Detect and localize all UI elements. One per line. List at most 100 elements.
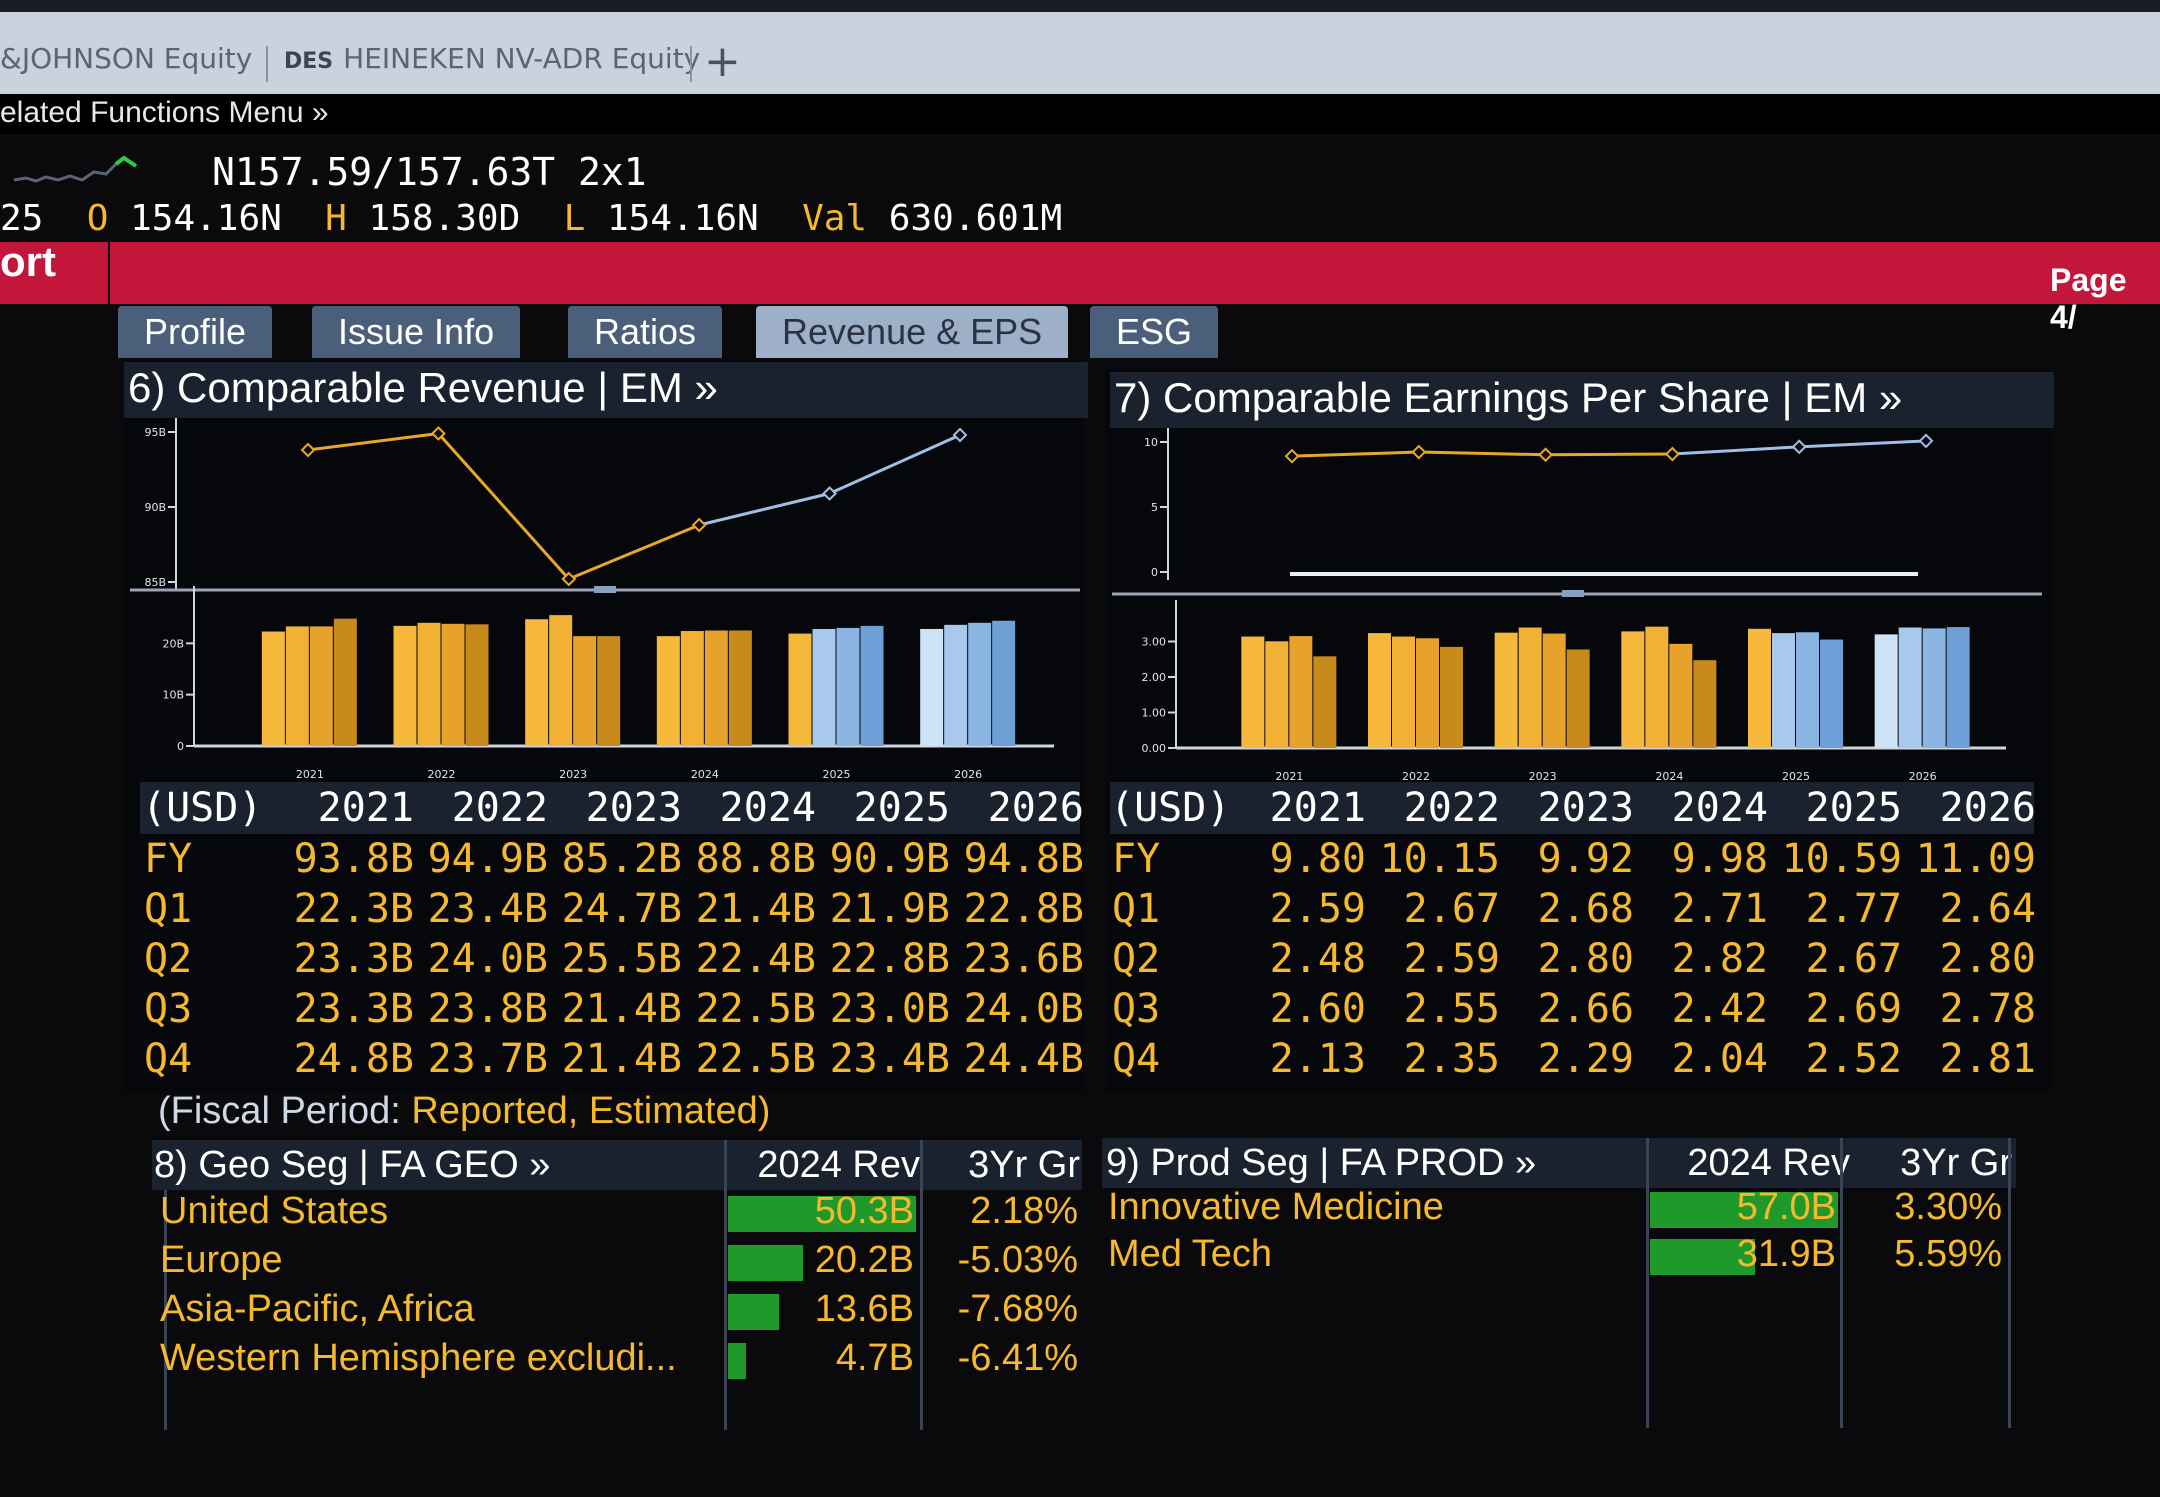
bar <box>1898 627 1922 748</box>
tab-profile[interactable]: Profile <box>118 306 273 358</box>
window-tab-bar <box>0 0 2160 112</box>
tab-issue-info[interactable]: Issue Info <box>312 306 521 358</box>
bar <box>968 622 992 746</box>
table-cell: 2.66 <box>1537 986 1634 1032</box>
table-cell: 22.8B <box>963 886 1084 932</box>
x-tick-label: 2022 <box>1402 770 1430 783</box>
table-cell: 23.7B <box>427 1036 548 1082</box>
data-point <box>1918 433 1934 449</box>
segment-revenue: 31.9B <box>1736 1233 1836 1275</box>
segment-growth: -6.41% <box>957 1337 1078 1379</box>
y-tick-label: 20B <box>162 637 184 650</box>
related-menu-bar <box>0 94 2160 134</box>
high-value: 158.30D <box>368 198 521 239</box>
bar <box>1922 628 1946 748</box>
low-label: L <box>563 198 586 239</box>
revenue-bar <box>1650 1239 1755 1275</box>
bar <box>1416 638 1439 748</box>
table-cell: 22.4B <box>695 936 816 982</box>
table-cell: 2.81 <box>1939 1036 2036 1082</box>
table-cell: 22.5B <box>695 1036 816 1082</box>
segment-growth: -5.03% <box>957 1239 1078 1281</box>
segment-name: United States <box>160 1190 389 1232</box>
data-point <box>300 442 316 458</box>
line-segment <box>1672 445 1800 456</box>
tab-divider <box>266 46 268 82</box>
x-tick-label: 2021 <box>1275 770 1303 783</box>
table-cell: 10.15 <box>1379 836 1500 882</box>
eps-table-header <box>1110 782 2034 834</box>
table-cell: 22.8B <box>829 936 950 982</box>
row-label: Q4 <box>144 1036 193 1082</box>
row-label: FY <box>144 836 193 882</box>
column-header: (USD) <box>142 785 263 831</box>
table-cell: 24.0B <box>427 936 548 982</box>
revenue-chart: 85B 90B 95B 0 10B 20B 2021 2022 2023 2024 2025 202… <box>130 418 1080 781</box>
data-point <box>430 426 446 441</box>
revenue-header[interactable]: 6) Comparable Revenue | EM » <box>124 362 1088 418</box>
y-tick-label: 2.00 <box>1142 671 1167 684</box>
table-cell: 2.60 <box>1269 986 1366 1032</box>
data-point <box>561 571 577 587</box>
bar <box>465 624 489 746</box>
add-tab-button[interactable]: + <box>704 36 741 87</box>
table-cell: 2.82 <box>1671 936 1768 982</box>
tab-ratios[interactable]: Ratios <box>568 306 723 358</box>
table-cell: 2.59 <box>1403 936 1500 982</box>
table-cell: 2.42 <box>1671 986 1768 1032</box>
row-label: Q1 <box>144 886 193 932</box>
tab-esg[interactable]: ESG <box>1090 306 1219 358</box>
bid-ask-quote: N157.59/157.63T 2x1 <box>212 150 647 194</box>
data-point <box>1411 444 1427 460</box>
table-cell: 88.8B <box>695 836 816 882</box>
table-cell: 23.6B <box>963 936 1084 982</box>
bar <box>1392 636 1415 748</box>
prod-seg-title[interactable]: 9) Prod Seg | FA PROD » <box>1106 1142 1537 1184</box>
eps-header[interactable]: 7) Comparable Earnings Per Share | EM » <box>1110 372 2054 428</box>
data-point <box>1538 447 1554 463</box>
bar <box>992 620 1016 746</box>
bar <box>1874 634 1898 748</box>
bar <box>1748 628 1771 748</box>
geo-seg-title[interactable]: 8) Geo Seg | FA GEO » <box>154 1144 551 1186</box>
bar <box>1645 626 1669 748</box>
table-cell: 9.98 <box>1671 836 1768 882</box>
row-label: FY <box>1112 836 1161 882</box>
divider <box>724 1140 727 1430</box>
y-tick-label: 90B <box>144 501 166 514</box>
bar <box>788 633 812 746</box>
table-cell: 10.59 <box>1781 836 1902 882</box>
open-label: O <box>86 198 109 239</box>
line-segment <box>1799 439 1927 449</box>
bar <box>704 630 728 746</box>
table-cell: 24.0B <box>963 986 1084 1032</box>
tab-revenue-eps[interactable]: Revenue & EPS <box>756 306 1069 358</box>
title-bar-left <box>0 242 108 304</box>
data-point <box>822 486 838 501</box>
row-label: Q2 <box>1112 936 1161 982</box>
geo-col-growth: 3Yr Gr <box>968 1144 1080 1186</box>
bar <box>1494 632 1518 748</box>
table-cell: 2.68 <box>1537 886 1634 932</box>
y-tick-label: 0 <box>1151 566 1158 579</box>
table-cell: 23.8B <box>427 986 548 1032</box>
window-tab-label: &JOHNSON Equity <box>0 42 253 75</box>
bar <box>680 631 704 746</box>
window-tab-jnj[interactable]: &JOHNSON Equity <box>0 42 252 75</box>
x-tick-label: 2025 <box>1782 770 1810 783</box>
table-cell: 24.7B <box>561 886 682 932</box>
table-cell: 2.48 <box>1269 936 1366 982</box>
x-tick-label: 2021 <box>296 768 324 781</box>
column-header: 2023 <box>585 785 682 831</box>
row-label: Q4 <box>1112 1036 1161 1082</box>
column-header: 2024 <box>719 785 816 831</box>
y-tick-label: 10 <box>1144 436 1158 449</box>
window-tab-heineken[interactable]: DES HEINEKEN NV-ADR Equity <box>284 42 700 75</box>
table-cell: 11.09 <box>1915 836 2036 882</box>
y-tick-label: 3.00 <box>1142 636 1167 649</box>
table-cell: 23.0B <box>829 986 950 1032</box>
table-cell: 2.35 <box>1403 1036 1500 1082</box>
related-functions-menu[interactable]: elated Functions Menu » <box>0 96 329 129</box>
row-label: Q3 <box>144 986 193 1032</box>
bar <box>1820 639 1843 748</box>
